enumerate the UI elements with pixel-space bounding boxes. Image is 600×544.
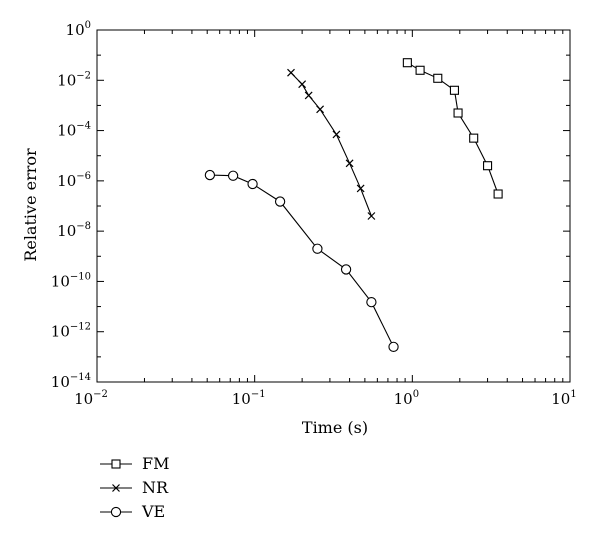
- series-fm-point: [415, 65, 425, 75]
- y-tick-label: 10−14: [51, 372, 91, 391]
- legend-item-fm: FM: [100, 454, 169, 473]
- x-marker-stroke: [356, 184, 365, 193]
- series-ve-point: [340, 264, 352, 275]
- series-ve: [204, 169, 399, 353]
- x-marker-stroke: [316, 105, 325, 114]
- y-tick-label: 10−6: [57, 171, 91, 190]
- series-fm-point: [433, 73, 443, 83]
- plot-area: [96, 29, 571, 383]
- x-tick-label: 10−2: [74, 389, 108, 408]
- legend-label-fm: FM: [142, 454, 169, 473]
- x-tick-label: 10−1: [232, 389, 266, 408]
- legend-label-ve: VE: [141, 502, 165, 521]
- x-marker-stroke: [298, 80, 307, 89]
- y-axis-title: Relative error: [21, 148, 40, 262]
- series-ve-point: [247, 178, 258, 190]
- y-tick-label: 10−8: [57, 221, 91, 240]
- legend-item-nr: NR: [100, 478, 169, 497]
- series-fm-point: [493, 189, 503, 199]
- series-nr-point: [332, 130, 341, 139]
- series-nr-point: [316, 105, 325, 114]
- x-marker-stroke: [304, 91, 313, 100]
- x-tick-label: 100: [394, 389, 419, 408]
- series-ve-point: [204, 169, 216, 181]
- x-marker-stroke: [112, 484, 120, 492]
- series-nr-point: [356, 184, 365, 193]
- series-fm-point: [469, 133, 479, 143]
- legend-marker: [112, 484, 120, 492]
- series-nr-point: [367, 212, 376, 220]
- series-ve-point: [274, 196, 286, 207]
- axis-ticks: 10−2 10−1 100 101 100 10−2 10−4 10−6 10−8 10−10 10…: [51, 20, 577, 408]
- series-ve-point: [312, 243, 323, 254]
- series-nr-point: [304, 91, 313, 100]
- x-marker-stroke: [287, 68, 295, 77]
- series-fm-point: [483, 161, 493, 171]
- series-group: [204, 58, 503, 353]
- series-ve-point: [388, 341, 399, 353]
- x-tick-label: 101: [551, 389, 576, 408]
- y-tick-label: 10−12: [51, 322, 91, 341]
- series-nr-point: [287, 68, 295, 77]
- legend-item-ve: VE: [100, 502, 165, 521]
- series-ve-point: [227, 170, 239, 181]
- legend: FM NR VE: [100, 454, 169, 521]
- y-tick-label: 100: [66, 20, 91, 39]
- x-marker-stroke: [332, 130, 341, 139]
- series-fm: [402, 58, 503, 199]
- y-tick-label: 10−2: [57, 70, 91, 89]
- series-ve-point: [366, 296, 377, 308]
- series-nr: [287, 68, 376, 220]
- series-nr-point: [345, 159, 354, 168]
- legend-label-nr: NR: [142, 478, 169, 497]
- x-marker-stroke: [367, 212, 376, 220]
- y-tick-label: 10−10: [51, 271, 91, 290]
- series-fm-point: [453, 108, 463, 118]
- series-nr-point: [298, 80, 307, 89]
- series-fm-point: [449, 85, 460, 95]
- legend-marker: [110, 506, 122, 518]
- x-axis-title: Time (s): [302, 418, 368, 437]
- y-tick-label: 10−4: [57, 121, 91, 140]
- x-marker-stroke: [345, 159, 354, 168]
- series-fm-point: [402, 58, 412, 68]
- legend-marker: [111, 459, 121, 469]
